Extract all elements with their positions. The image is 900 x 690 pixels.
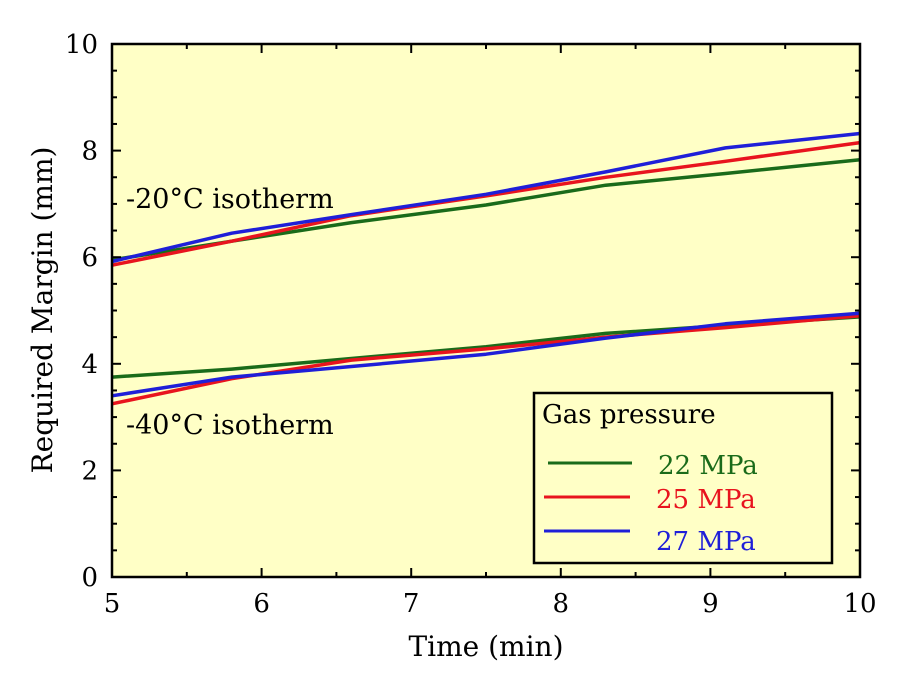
legend-label-22mpa: 22 MPa: [658, 451, 758, 481]
y-tick-label: 2: [81, 456, 98, 486]
legend-title: Gas pressure: [542, 400, 716, 430]
y-axis-label: Required Margin (mm): [26, 147, 59, 474]
annotation-minus20-isotherm: -20°C isotherm: [126, 184, 334, 215]
y-tick-label: 6: [81, 243, 98, 273]
x-tick-label: 10: [843, 589, 876, 619]
y-tick-label: 10: [65, 30, 98, 60]
x-tick-label: 8: [553, 589, 570, 619]
x-tick-label: 6: [253, 589, 270, 619]
y-tick-label: 4: [81, 350, 98, 380]
x-tick-label: 7: [403, 589, 420, 619]
x-axis-label: Time (min): [408, 630, 563, 663]
y-tick-label: 8: [81, 137, 98, 167]
legend: Gas pressure 22 MPa 25 MPa 27 MPa: [532, 391, 834, 565]
legend-box: [532, 391, 834, 565]
legend-label-25mpa: 25 MPa: [656, 485, 756, 515]
x-tick-label: 9: [702, 589, 719, 619]
x-tick-label: 5: [104, 589, 121, 619]
ticks-layer: 5 6 7 8 9 10 0 2 4 6 8 10: [65, 30, 877, 619]
y-tick-label: 0: [81, 563, 98, 593]
series-line-27-mpa-minus20: [111, 131, 861, 264]
annotation-minus40-isotherm: -40°C isotherm: [126, 410, 334, 441]
legend-label-27mpa: 27 MPa: [656, 527, 756, 557]
series-layer: [111, 131, 861, 406]
series-line-27-mpa-minus40: [111, 311, 861, 398]
